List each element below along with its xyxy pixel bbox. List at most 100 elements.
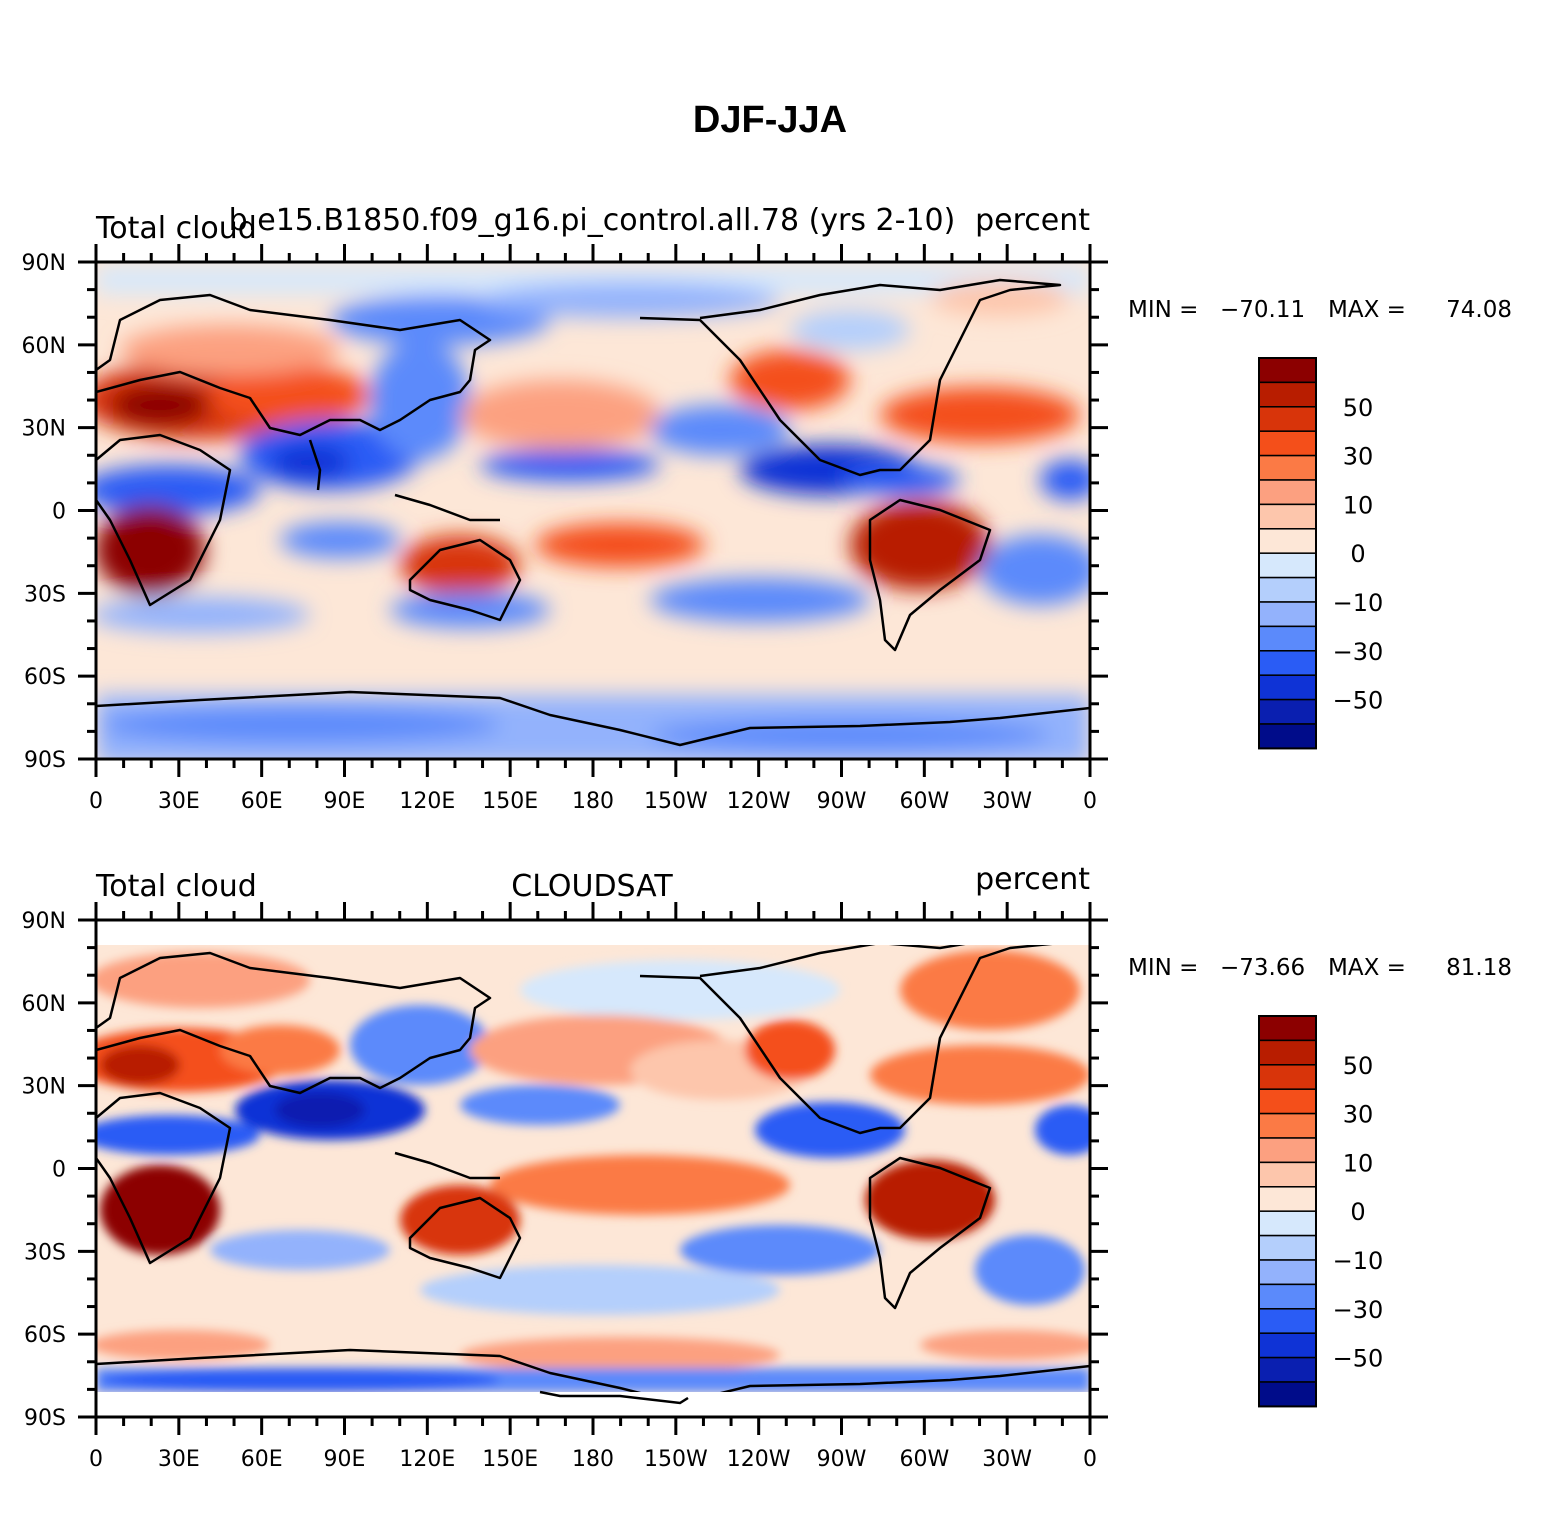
- colorbar-label: 10: [1343, 1149, 1374, 1177]
- colorbar-swatch: [1258, 479, 1317, 506]
- lon-tick-label: 120E: [399, 789, 455, 814]
- lat-tick-label: 30S: [24, 1240, 66, 1265]
- lon-tick-label: 120E: [399, 1447, 455, 1472]
- colorbar-frame: [1258, 357, 1317, 750]
- colorbar-swatch: [1258, 698, 1317, 725]
- colorbar-swatch: [1258, 528, 1317, 554]
- min-label: MIN =: [1128, 297, 1198, 323]
- colorbar-swatch: [1258, 406, 1317, 432]
- colorbar: 50 30 10 0 −10 −30 −50: [1258, 357, 1384, 750]
- colorbar-swatch: [1258, 1381, 1317, 1408]
- colorbar-swatch: [1258, 576, 1317, 603]
- max-value: 74.08: [1446, 297, 1512, 323]
- panel-variable-label: Total cloud: [95, 211, 257, 246]
- lon-tick-label: 0: [89, 789, 103, 814]
- lon-tick-label: 60W: [899, 789, 949, 814]
- colorbar-label: 50: [1343, 1052, 1374, 1080]
- colorbar-swatch: [1258, 1064, 1317, 1090]
- colorbar-swatch: [1258, 1088, 1317, 1115]
- max-value: 81.18: [1446, 955, 1512, 981]
- colorbar-swatch: [1258, 1186, 1317, 1212]
- panel-variable-label: Total cloud: [95, 869, 257, 904]
- colorbar-swatch: [1258, 381, 1317, 408]
- lon-tick-label: 180: [572, 789, 614, 814]
- lon-tick-label: 120W: [727, 1447, 791, 1472]
- lat-tick-label: 90S: [24, 1406, 66, 1431]
- min-label: MIN =: [1128, 955, 1198, 981]
- colorbar-swatch: [1258, 601, 1317, 628]
- colorbar-swatch: [1258, 650, 1317, 676]
- lat-tick-label: 90S: [24, 748, 66, 773]
- panel-units-label: percent: [975, 862, 1090, 897]
- lat-tick-marks: [78, 918, 1108, 1419]
- colorbar-label: −10: [1333, 1247, 1384, 1275]
- colorbar-swatch: [1258, 1356, 1317, 1383]
- lon-tick-label: 150W: [644, 1447, 708, 1472]
- colorbar-label: −30: [1333, 638, 1384, 666]
- lon-tick-label: 60W: [899, 1447, 949, 1472]
- colorbar-swatch: [1258, 674, 1317, 701]
- colorbar-swatch: [1258, 1259, 1317, 1286]
- lat-tick-label: 60S: [24, 1323, 66, 1348]
- colorbar-label: 30: [1343, 1101, 1374, 1129]
- colorbar-swatch: [1258, 1161, 1317, 1188]
- colorbar-label: 30: [1343, 443, 1374, 471]
- colorbar-swatch: [1258, 1039, 1317, 1066]
- field-contour-fill: [96, 945, 1090, 1392]
- stats-readout: MIN = −70.11 MAX = 74.08: [1128, 297, 1512, 323]
- colorbar-swatch: [1258, 503, 1317, 530]
- lat-tick-label: 0: [52, 1158, 66, 1183]
- colorbar-swatch: [1258, 723, 1317, 750]
- lat-tick-labels: 90N 60N 30N 0 30S 60S 90S: [22, 251, 66, 773]
- lon-tick-label: 30E: [158, 789, 200, 814]
- lon-tick-label: 90E: [324, 789, 366, 814]
- figure-title: DJF-JJA: [693, 99, 847, 141]
- panel-source-label: CLOUDSAT: [511, 869, 673, 904]
- panel-units-label: percent: [975, 203, 1090, 238]
- lon-tick-label: 120W: [727, 789, 791, 814]
- lon-tick-label: 150E: [482, 1447, 538, 1472]
- lat-tick-label: 90N: [22, 251, 66, 276]
- lon-tick-label: 150E: [482, 789, 538, 814]
- lon-tick-labels: 0 30E 60E 90E 120E 150E 180 150W 120W 90W 60W 30W 0: [89, 1447, 1097, 1472]
- lon-tick-marks: [94, 902, 1092, 1435]
- min-value: −73.66: [1220, 955, 1305, 981]
- lat-tick-marks: [78, 260, 1108, 761]
- panel-source-label: b.e15.B1850.f09_g16.pi_control.all.78 (y…: [229, 203, 956, 238]
- lat-tick-labels: 90N 60N 30N 0 30S 60S 90S: [22, 909, 66, 1431]
- lon-tick-label: 60E: [241, 789, 283, 814]
- lon-tick-label: 90W: [817, 789, 867, 814]
- lat-tick-label: 90N: [22, 909, 66, 934]
- colorbar-swatch: [1258, 357, 1317, 384]
- colorbar-label: −50: [1333, 1345, 1384, 1373]
- colorbar-frame: [1258, 1015, 1317, 1408]
- lon-tick-label: 0: [1083, 789, 1097, 814]
- min-value: −70.11: [1220, 297, 1305, 323]
- max-label: MAX =: [1328, 297, 1406, 323]
- lon-tick-label: 30W: [982, 1447, 1032, 1472]
- colorbar-label: 0: [1350, 540, 1365, 568]
- max-label: MAX =: [1328, 955, 1406, 981]
- colorbar-label: −10: [1333, 589, 1384, 617]
- lat-tick-label: 30S: [24, 582, 66, 607]
- panel-model: Total cloud b.e15.B1850.f09_g16.pi_contr…: [22, 203, 1512, 814]
- colorbar-swatch: [1258, 552, 1317, 579]
- lon-tick-marks: [94, 244, 1092, 777]
- lon-tick-label: 30E: [158, 1447, 200, 1472]
- colorbar-label: −30: [1333, 1296, 1384, 1324]
- panel-observation: Total cloud CLOUDSAT percent: [22, 862, 1512, 1472]
- lon-tick-labels: 0 30E 60E 90E 120E 150E 180 150W 120W 90W 60W 30W 0: [89, 789, 1097, 814]
- lat-tick-label: 60N: [22, 334, 66, 359]
- lat-tick-label: 0: [52, 500, 66, 525]
- lon-tick-label: 180: [572, 1447, 614, 1472]
- lat-tick-label: 60S: [24, 665, 66, 690]
- colorbar-swatch: [1258, 1137, 1317, 1164]
- coastlines: [96, 278, 1090, 747]
- colorbar-swatch: [1258, 625, 1317, 652]
- colorbar-label: 0: [1350, 1198, 1365, 1226]
- lon-tick-label: 0: [1083, 1447, 1097, 1472]
- lat-tick-label: 30N: [22, 417, 66, 442]
- colorbar-swatch: [1258, 1308, 1317, 1334]
- lon-tick-label: 30W: [982, 789, 1032, 814]
